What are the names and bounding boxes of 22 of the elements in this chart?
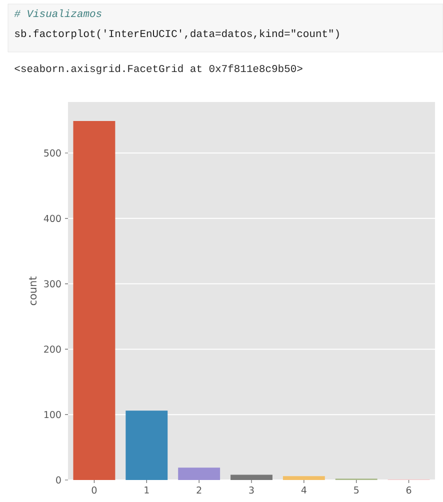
text: # Visualizamos [14,9,102,18]
text: <seaborn.axisgrid.FacetGrid at 0x7f811e8c9b50> [14,64,302,74]
x-tick-label: 0 [92,486,96,494]
x-tick-label: 4 [301,486,306,494]
y-tick-label: 200 [44,346,61,353]
x-tick-label: 5 [354,486,358,494]
bar [73,120,116,480]
y-tick-label: 0 [56,476,61,484]
y-tick-label: 500 [44,149,61,157]
y-tick-label: 100 [44,411,61,418]
x-tick-label: 6 [406,486,412,494]
x-tick-label: 1 [144,486,149,494]
y-tick-label: 300 [44,280,61,288]
x-tick-label: 2 [196,486,202,494]
bar [282,476,325,480]
bar [126,410,168,480]
x-tick-label: 3 [249,486,254,494]
y-axis-title: count [28,276,36,306]
y-tick-label: 400 [44,214,61,222]
text: sb.factorplot('InterEnUCIC',data=datos,kind="count") [14,29,339,40]
bar [178,468,220,480]
bar [230,474,272,480]
